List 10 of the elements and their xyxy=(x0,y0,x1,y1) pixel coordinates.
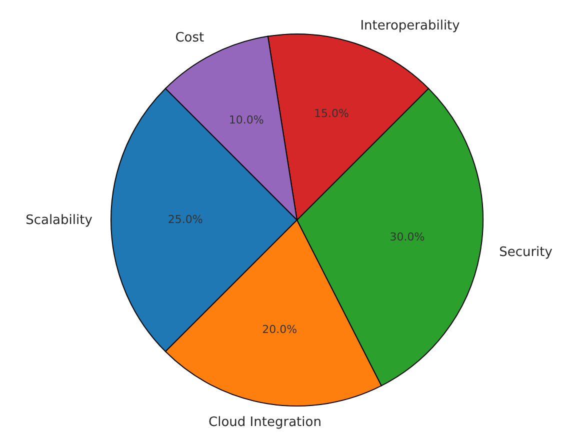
data-label: 25.0% xyxy=(168,213,203,226)
data-label: 20.0% xyxy=(262,323,298,336)
data-label: 15.0% xyxy=(314,106,349,120)
slice-label: Cost xyxy=(175,30,204,46)
slice-label: Interoperability xyxy=(360,18,460,34)
data-label: 30.0% xyxy=(390,230,425,244)
slice-label: Security xyxy=(499,245,553,260)
slice-label: Scalability xyxy=(26,213,93,228)
data-label: 10.0% xyxy=(228,114,264,127)
slice-label: Cloud Integration xyxy=(208,415,322,430)
